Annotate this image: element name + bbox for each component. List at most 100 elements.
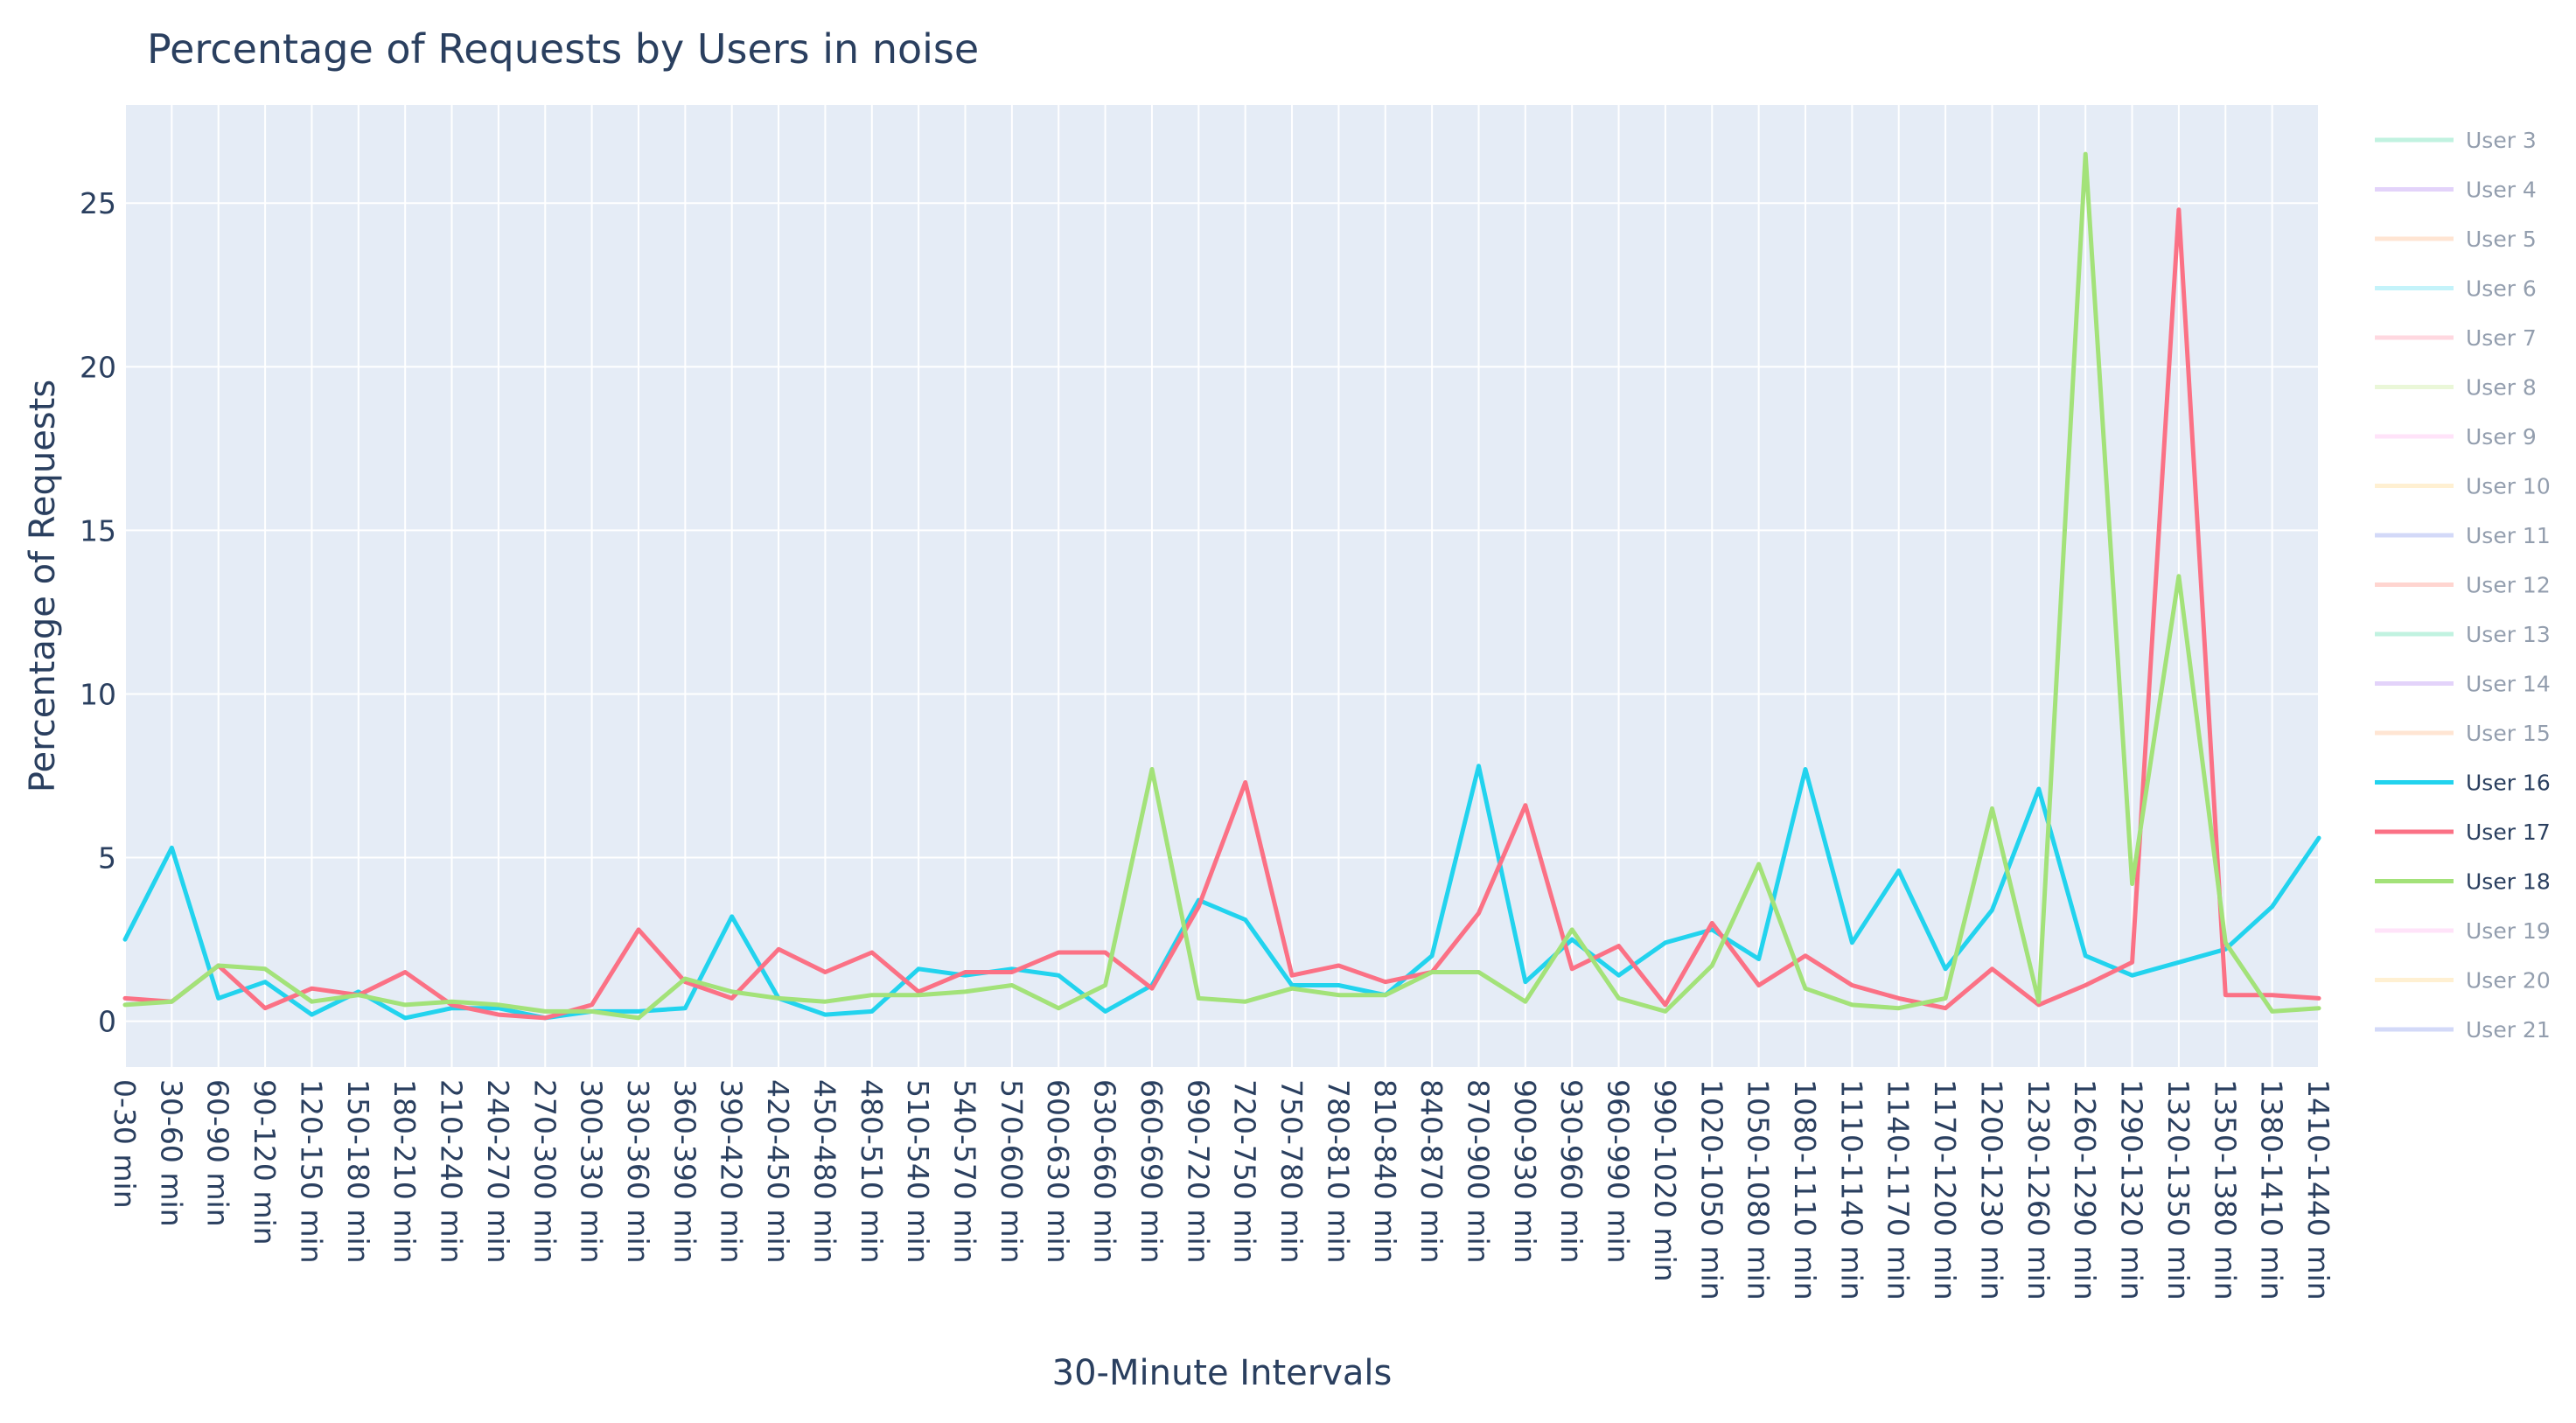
legend-label: User 16 bbox=[2466, 771, 2551, 796]
x-tick-label: 840-870 min bbox=[1414, 1079, 1449, 1264]
legend-label: User 13 bbox=[2466, 622, 2551, 647]
legend-item[interactable]: User 6 bbox=[2375, 276, 2537, 302]
x-tick-label: 270-300 min bbox=[527, 1079, 562, 1264]
legend-item[interactable]: User 9 bbox=[2375, 424, 2537, 450]
x-tick-label: 1200-1230 min bbox=[1974, 1079, 2008, 1301]
legend-item[interactable]: User 21 bbox=[2375, 1017, 2551, 1043]
x-axis-title: 30-Minute Intervals bbox=[1052, 1353, 1393, 1393]
legend-label: User 17 bbox=[2466, 820, 2551, 845]
x-tick-label: 450-480 min bbox=[807, 1079, 841, 1264]
y-gridlines bbox=[125, 202, 2319, 1022]
x-tick-label: 120-150 min bbox=[294, 1079, 328, 1264]
x-tick-label: 870-900 min bbox=[1461, 1079, 1495, 1264]
x-tick-label: 300-330 min bbox=[575, 1079, 609, 1264]
x-tick-label: 1080-1110 min bbox=[1788, 1079, 1822, 1301]
legend-label: User 14 bbox=[2466, 672, 2551, 697]
legend-label: User 21 bbox=[2466, 1017, 2551, 1043]
x-tick-label: 1290-1320 min bbox=[2115, 1079, 2149, 1301]
legend-item[interactable]: User 12 bbox=[2375, 573, 2551, 598]
legend-label: User 15 bbox=[2466, 721, 2551, 746]
legend-item[interactable]: User 16 bbox=[2375, 771, 2551, 796]
legend-item[interactable]: User 8 bbox=[2375, 375, 2537, 401]
x-tick-label: 330-360 min bbox=[621, 1079, 655, 1264]
legend-label: User 6 bbox=[2466, 276, 2537, 302]
y-tick-label: 0 bbox=[98, 1005, 116, 1039]
legend-item[interactable]: User 11 bbox=[2375, 523, 2551, 548]
x-tick-label: 1110-1140 min bbox=[1834, 1079, 1868, 1301]
x-tick-label: 30-60 min bbox=[154, 1079, 188, 1227]
x-tick-label: 420-450 min bbox=[761, 1079, 795, 1264]
x-tick-label: 1170-1200 min bbox=[1928, 1079, 1962, 1301]
legend-label: User 20 bbox=[2466, 968, 2551, 994]
legend-label: User 18 bbox=[2466, 869, 2551, 895]
x-tick-label: 690-720 min bbox=[1181, 1079, 1215, 1264]
x-tick-label: 540-570 min bbox=[948, 1079, 982, 1264]
x-tick-label: 360-390 min bbox=[667, 1079, 702, 1264]
legend-item[interactable]: User 14 bbox=[2375, 672, 2551, 697]
legend-label: User 4 bbox=[2466, 178, 2537, 203]
x-tick-label: 1140-1170 min bbox=[1881, 1079, 1916, 1301]
x-tick-label: 240-270 min bbox=[481, 1079, 515, 1264]
y-tick-label: 20 bbox=[80, 350, 116, 384]
legend-label: User 9 bbox=[2466, 424, 2537, 450]
legend: User 3 User 4 User 5 User 6 User 7 User 8 User… bbox=[2375, 128, 2551, 1043]
x-tick-label: 570-600 min bbox=[995, 1079, 1029, 1264]
legend-label: User 5 bbox=[2466, 227, 2537, 252]
legend-label: User 10 bbox=[2466, 474, 2551, 499]
x-tick-label: 780-810 min bbox=[1321, 1079, 1355, 1264]
legend-label: User 3 bbox=[2466, 128, 2537, 153]
series-line-user-17 bbox=[122, 207, 2321, 1021]
x-tick-label: 180-210 min bbox=[387, 1079, 422, 1264]
x-tick-label: 750-780 min bbox=[1274, 1079, 1309, 1264]
y-tick-label: 25 bbox=[80, 186, 116, 220]
y-tick-labels: 0 5 10 15 20 25 bbox=[80, 186, 116, 1038]
chart-title: Percentage of Requests by Users in noise bbox=[147, 25, 979, 73]
legend-item[interactable]: User 13 bbox=[2375, 622, 2551, 647]
x-tick-label: 1230-1260 min bbox=[2021, 1079, 2056, 1301]
legend-label: User 8 bbox=[2466, 375, 2537, 401]
y-tick-label: 15 bbox=[80, 513, 116, 548]
x-tick-label: 960-990 min bbox=[1602, 1079, 1636, 1264]
y-axis-title: Percentage of Requests bbox=[23, 380, 63, 792]
x-tick-label: 630-660 min bbox=[1088, 1079, 1122, 1264]
legend-item[interactable]: User 3 bbox=[2375, 128, 2537, 153]
x-tick-label: 1410-1440 min bbox=[2301, 1079, 2335, 1301]
y-tick-label: 5 bbox=[98, 841, 116, 875]
x-tick-label: 210-240 min bbox=[435, 1079, 469, 1264]
plot-area bbox=[125, 105, 2319, 1067]
legend-item[interactable]: User 18 bbox=[2375, 869, 2551, 895]
legend-item[interactable]: User 15 bbox=[2375, 721, 2551, 746]
legend-item[interactable]: User 19 bbox=[2375, 918, 2551, 944]
y-tick-label: 10 bbox=[80, 677, 116, 711]
legend-label: User 19 bbox=[2466, 918, 2551, 944]
legend-item[interactable]: User 5 bbox=[2375, 227, 2537, 252]
x-tick-label: 600-630 min bbox=[1041, 1079, 1075, 1264]
x-tick-label: 90-120 min bbox=[248, 1079, 282, 1245]
legend-item[interactable]: User 7 bbox=[2375, 325, 2537, 351]
x-tick-label: 990-1020 min bbox=[1648, 1079, 1682, 1282]
x-tick-label: 150-180 min bbox=[341, 1079, 375, 1264]
x-tick-label: 60-90 min bbox=[201, 1079, 235, 1227]
legend-label: User 11 bbox=[2466, 523, 2551, 548]
legend-label: User 7 bbox=[2466, 325, 2537, 351]
x-tick-label: 1020-1050 min bbox=[1694, 1079, 1728, 1301]
x-tick-label: 660-690 min bbox=[1134, 1079, 1169, 1264]
legend-item[interactable]: User 10 bbox=[2375, 474, 2551, 499]
legend-item[interactable]: User 20 bbox=[2375, 968, 2551, 994]
x-tick-label: 480-510 min bbox=[855, 1079, 889, 1264]
x-tick-label: 810-840 min bbox=[1368, 1079, 1402, 1264]
x-tick-label: 1380-1410 min bbox=[2255, 1079, 2289, 1301]
x-tick-label: 1050-1080 min bbox=[1742, 1079, 1776, 1301]
x-tick-label: 720-750 min bbox=[1228, 1079, 1262, 1264]
x-tick-label: 390-420 min bbox=[715, 1079, 749, 1264]
x-tick-label: 1260-1290 min bbox=[2068, 1079, 2102, 1301]
x-tick-label: 1350-1380 min bbox=[2208, 1079, 2242, 1301]
legend-item[interactable]: User 4 bbox=[2375, 178, 2537, 203]
x-tick-label: 900-930 min bbox=[1508, 1079, 1542, 1264]
legend-item[interactable]: User 17 bbox=[2375, 820, 2551, 845]
x-tick-label: 1320-1350 min bbox=[2161, 1079, 2196, 1301]
series-lines bbox=[122, 151, 2321, 1021]
x-tick-label: 0-30 min bbox=[108, 1079, 142, 1209]
